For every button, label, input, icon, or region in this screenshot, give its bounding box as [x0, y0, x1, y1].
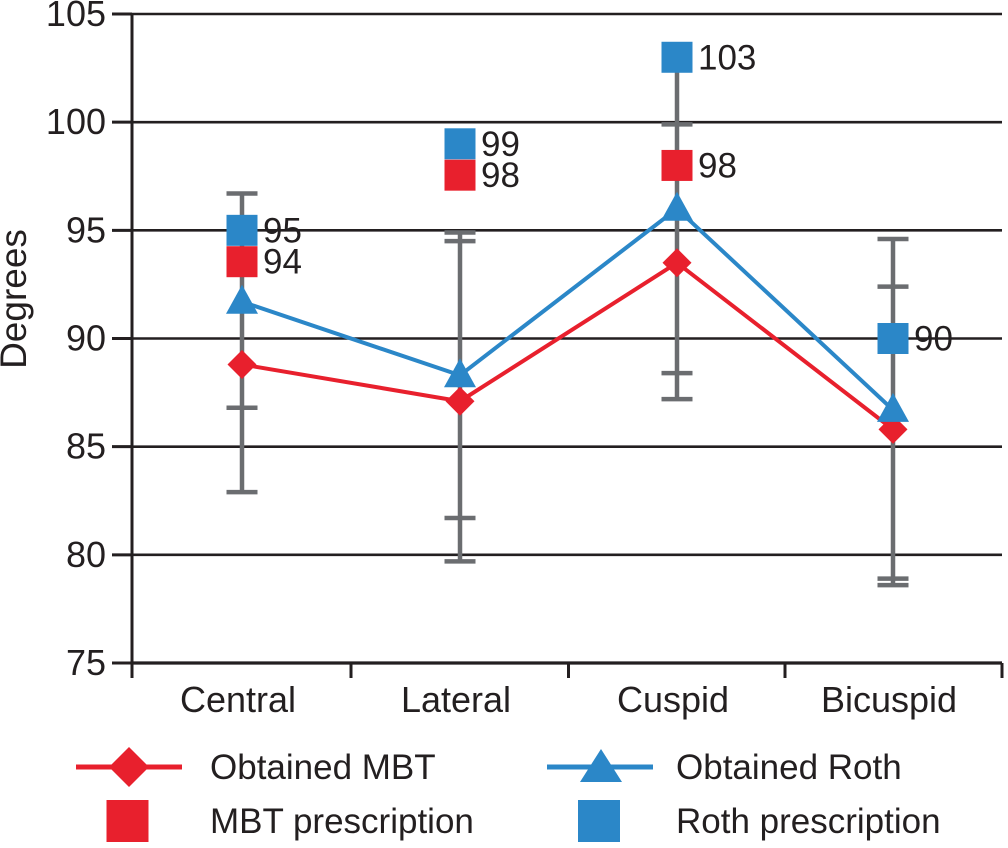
- legend-mbt-prescription-label: MBT prescription: [210, 802, 474, 841]
- marker-triangle-cuspid: [661, 191, 693, 221]
- x-category-label-cuspid: Cuspid: [617, 679, 729, 720]
- marker-triangle-bicuspid: [877, 392, 909, 422]
- legend-obtained-roth-triangle-icon: [580, 749, 622, 782]
- value-label-mbt-prescription-lateral: 98: [481, 156, 520, 195]
- point-roth-prescription-lateral: [444, 128, 476, 160]
- legend-obtained-mbt-label: Obtained MBT: [210, 748, 436, 787]
- series-line-obtained-mbt: [241, 260, 895, 431]
- y-tick-label-85: 85: [66, 426, 106, 467]
- x-category-label-bicuspid: Bicuspid: [821, 679, 957, 720]
- value-label-mbt-prescription-central: 94: [263, 243, 302, 282]
- point-mbt-prescription-cuspid: [661, 149, 693, 181]
- y-tick-label-80: 80: [66, 534, 106, 575]
- y-axis-title: Degrees: [0, 229, 34, 369]
- marker-diamond-bicuspid: [878, 414, 908, 444]
- value-label-roth-prescription-central: 95: [263, 211, 302, 250]
- marker-diamond-cuspid: [662, 248, 692, 278]
- marker-triangle-lateral: [444, 358, 476, 388]
- point-mbt-prescription-central: [226, 246, 258, 278]
- y-tick-label-75: 75: [66, 642, 106, 683]
- y-tick-label-90: 90: [66, 318, 106, 359]
- legend-obtained-mbt-diamond-icon: [109, 747, 149, 787]
- x-category-label-lateral: Lateral: [401, 679, 511, 720]
- y-tick-label-105: 105: [46, 0, 106, 34]
- x-category-label-central: Central: [180, 679, 296, 720]
- point-mbt-prescription-lateral: [444, 159, 476, 191]
- point-roth-prescription-cuspid: [661, 41, 693, 73]
- value-label-roth-prescription-lateral: 99: [481, 125, 520, 164]
- legend-obtained-roth-label: Obtained Roth: [676, 748, 902, 787]
- legend-roth-prescription-square-icon: [578, 800, 620, 842]
- legend-mbt-prescription-square-icon: [106, 800, 149, 842]
- point-roth-prescription-central: [226, 214, 258, 246]
- y-tick-label-100: 100: [46, 101, 106, 142]
- value-label-roth-prescription-bicuspid: 90: [914, 320, 953, 359]
- y-tick-label-95: 95: [66, 209, 106, 250]
- marker-diamond-lateral: [445, 386, 475, 416]
- point-roth-prescription-bicuspid: [877, 323, 909, 354]
- marker-diamond-central: [227, 349, 257, 379]
- value-label-roth-prescription-cuspid: 103: [698, 38, 756, 77]
- value-label-mbt-prescription-cuspid: 98: [698, 146, 737, 185]
- legend-roth-prescription-label: Roth prescription: [676, 802, 941, 841]
- marker-triangle-central: [226, 284, 258, 314]
- series-line-obtained-roth: [241, 206, 895, 412]
